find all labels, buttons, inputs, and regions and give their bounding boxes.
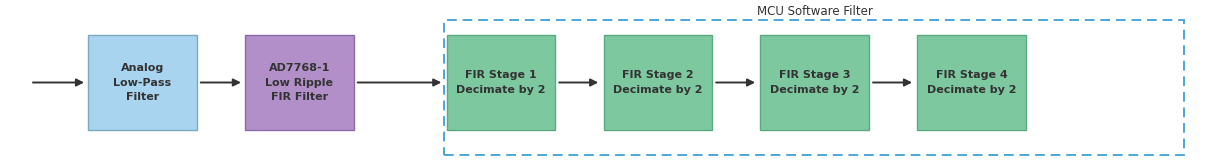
Bar — [917, 35, 1026, 130]
Bar — [245, 35, 354, 130]
Bar — [447, 35, 555, 130]
Text: AD7768-1
Low Ripple
FIR Filter: AD7768-1 Low Ripple FIR Filter — [266, 63, 333, 102]
Text: FIR Stage 4
Decimate by 2: FIR Stage 4 Decimate by 2 — [927, 70, 1016, 95]
Bar — [604, 35, 712, 130]
Bar — [444, 20, 1184, 155]
Text: FIR Stage 1
Decimate by 2: FIR Stage 1 Decimate by 2 — [456, 70, 546, 95]
Text: MCU Software Filter: MCU Software Filter — [757, 5, 873, 18]
Bar — [88, 35, 197, 130]
Text: FIR Stage 3
Decimate by 2: FIR Stage 3 Decimate by 2 — [770, 70, 859, 95]
Text: FIR Stage 2
Decimate by 2: FIR Stage 2 Decimate by 2 — [613, 70, 702, 95]
Bar — [760, 35, 869, 130]
Text: Analog
Low-Pass
Filter: Analog Low-Pass Filter — [113, 63, 171, 102]
